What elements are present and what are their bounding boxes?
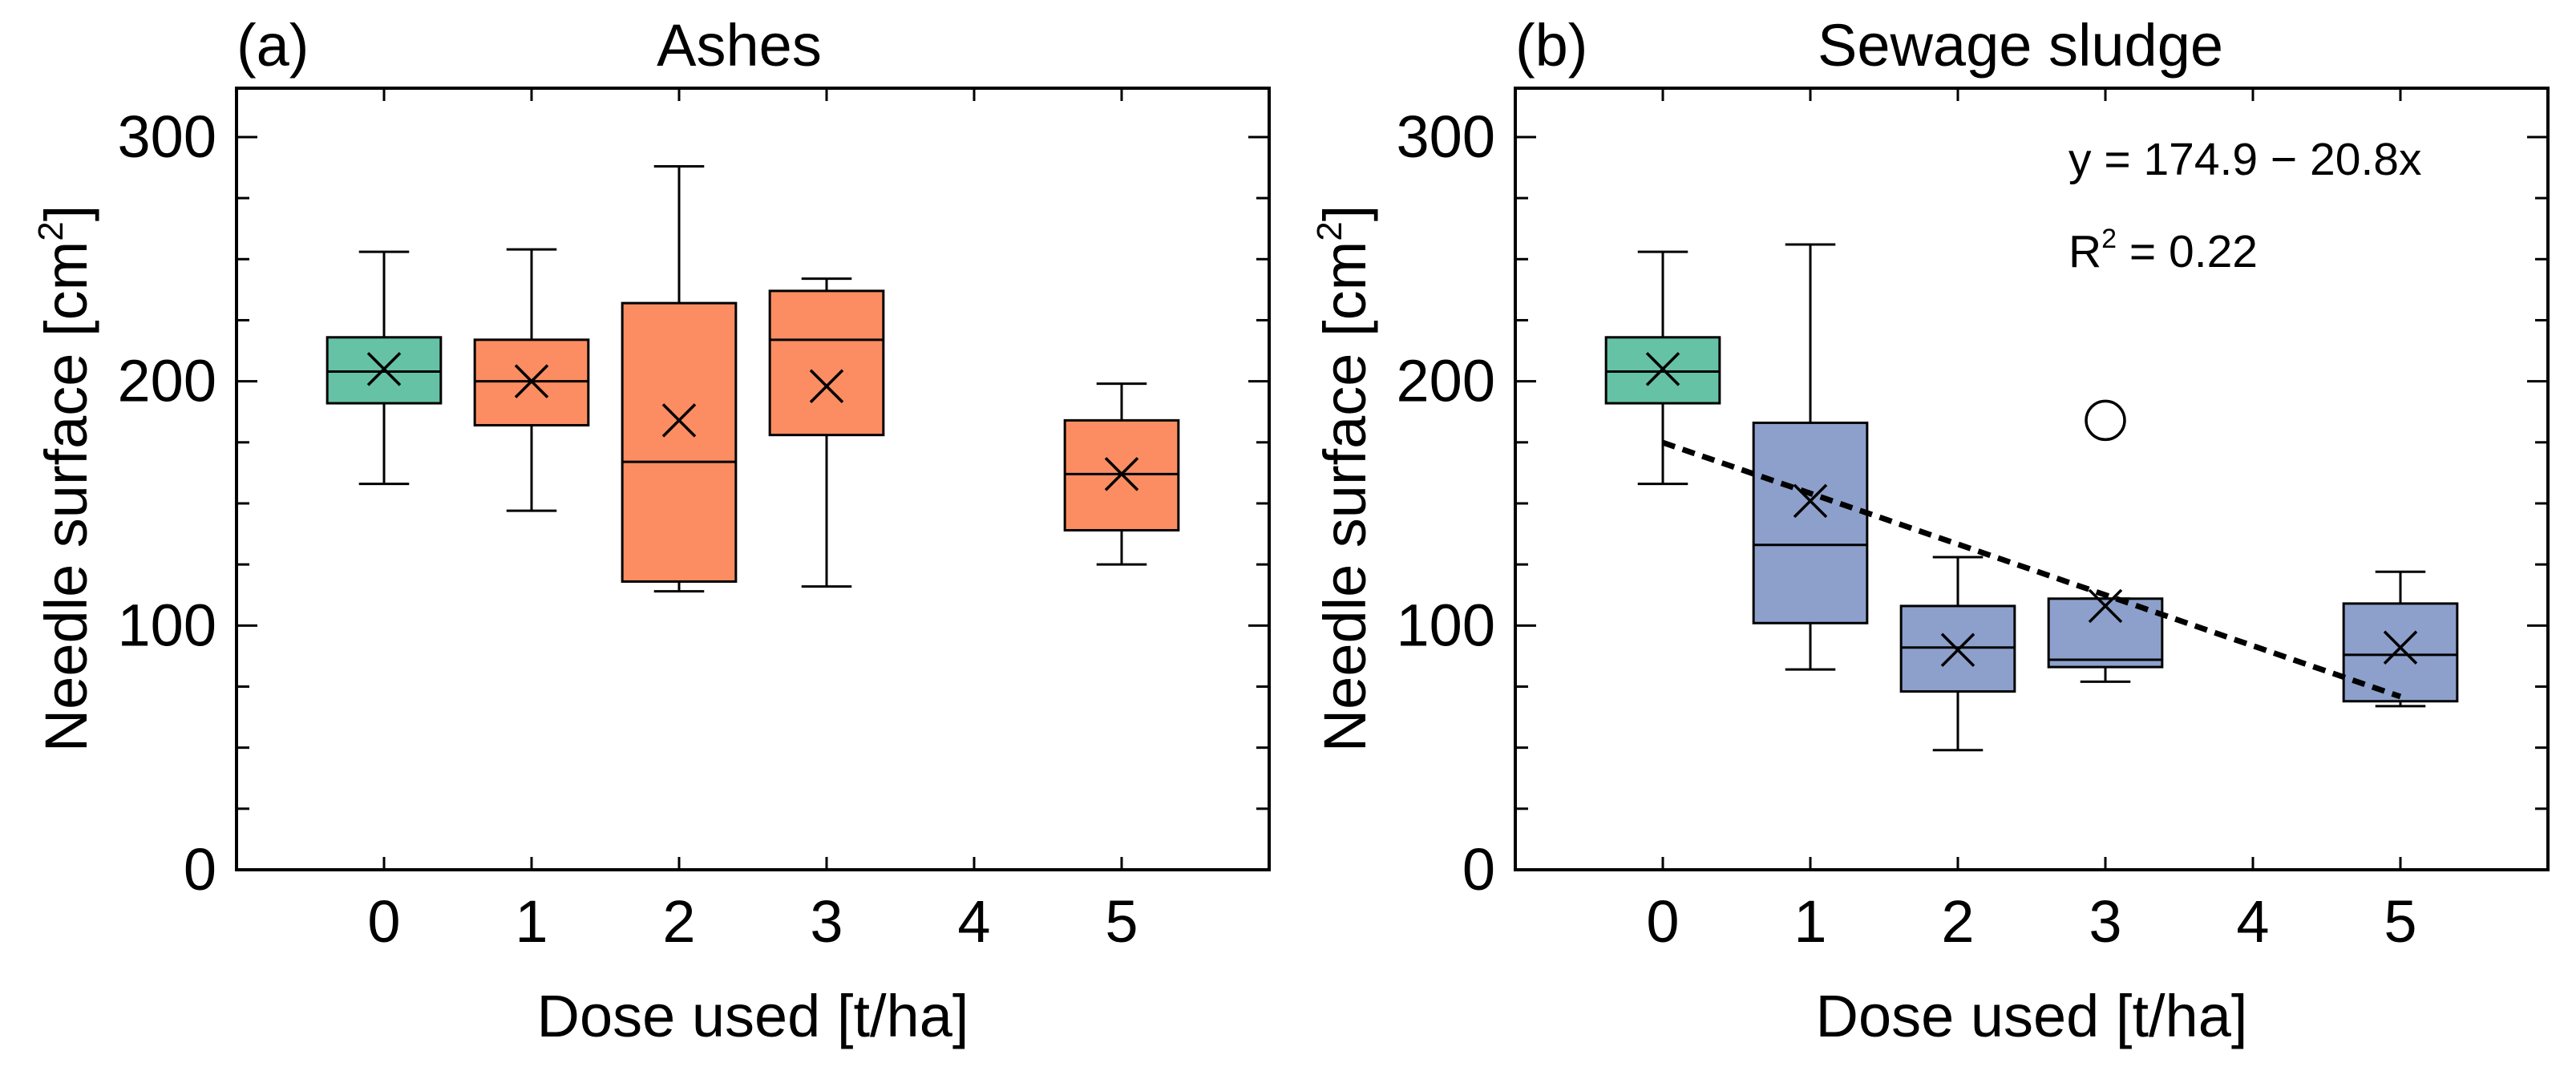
box-body bbox=[621, 301, 738, 583]
box-plot bbox=[1604, 250, 1721, 486]
box-plot bbox=[1899, 556, 2016, 752]
mean-marker bbox=[661, 403, 697, 438]
x-tick-label: 1 bbox=[1793, 888, 1826, 955]
x-tick-label: 4 bbox=[2236, 888, 2269, 955]
mean-marker bbox=[514, 364, 549, 398]
outlier-point bbox=[2085, 399, 2126, 442]
box-plot bbox=[768, 277, 885, 588]
box-plot bbox=[2342, 570, 2459, 708]
mean-marker bbox=[1104, 457, 1139, 491]
regression-line bbox=[1661, 439, 2402, 700]
mean-marker bbox=[2088, 588, 2123, 624]
x-axis-label: Dose used [t/ha] bbox=[537, 983, 969, 1049]
panel-label-a: (a) bbox=[237, 12, 309, 79]
x-tick-labels: 0 1 2 3 4 5 bbox=[367, 888, 1138, 955]
x-tick-label: 3 bbox=[810, 888, 843, 955]
x-tick-labels: 0 1 2 3 4 5 bbox=[1646, 888, 2416, 955]
box-plot bbox=[326, 250, 443, 486]
box-plot bbox=[1063, 382, 1180, 566]
x-tick-label: 3 bbox=[2089, 888, 2121, 955]
mean-marker bbox=[809, 369, 844, 403]
x-tick-label: 1 bbox=[515, 888, 548, 955]
x-tick-label: 5 bbox=[1105, 888, 1138, 955]
mean-marker bbox=[1940, 632, 1975, 668]
box-plot bbox=[1752, 243, 1869, 671]
panel-label-b: (b) bbox=[1515, 12, 1587, 79]
chart-title-sewage-sludge: Sewage sludge bbox=[1818, 12, 2223, 79]
box-plot bbox=[621, 165, 738, 593]
box-body bbox=[2342, 602, 2459, 703]
y-tick-label: 100 bbox=[1397, 592, 1495, 658]
y-tick-label: 200 bbox=[118, 348, 216, 414]
regression-equation: y = 174.9 − 20.8x bbox=[2068, 134, 2422, 185]
axis-ticks bbox=[1515, 88, 2548, 870]
box-series bbox=[326, 165, 1180, 593]
regression-line-segment bbox=[1661, 439, 2402, 700]
box-plot bbox=[2047, 588, 2164, 683]
y-tick-label: 100 bbox=[118, 592, 216, 658]
y-tick-label: 0 bbox=[184, 836, 216, 903]
mean-marker bbox=[1645, 352, 1680, 386]
y-tick-labels: 0 100 200 300 bbox=[1397, 103, 1495, 903]
y-axis-label: Needle surface [cm2] bbox=[31, 205, 99, 753]
y-tick-label: 200 bbox=[1397, 348, 1495, 414]
plot-frame bbox=[235, 87, 1271, 871]
axis-ticks bbox=[237, 88, 1269, 870]
y-axis-label: Needle surface [cm2] bbox=[1310, 205, 1378, 753]
r-squared-label: R2 = 0.22 bbox=[2068, 224, 2258, 277]
box-plot bbox=[473, 248, 590, 512]
box-body bbox=[768, 289, 885, 437]
y-tick-label: 300 bbox=[118, 103, 216, 170]
x-tick-label: 2 bbox=[1941, 888, 1974, 955]
panel-ashes: (a) Ashes 0 100 200 300 0 1 2 3 4 5 Dose used [t… bbox=[31, 12, 1271, 1049]
y-tick-label: 300 bbox=[1397, 103, 1495, 170]
y-tick-label: 0 bbox=[1462, 836, 1495, 903]
x-tick-label: 0 bbox=[367, 888, 400, 955]
box-body bbox=[1752, 421, 1869, 624]
mean-marker bbox=[2383, 630, 2418, 665]
x-tick-label: 2 bbox=[662, 888, 695, 955]
mean-marker bbox=[366, 352, 402, 386]
mean-marker bbox=[1793, 483, 1828, 519]
chart-title-ashes: Ashes bbox=[657, 12, 822, 79]
box-series bbox=[1604, 243, 2459, 752]
x-tick-label: 0 bbox=[1646, 888, 1679, 955]
panel-sewage-sludge: (b) Sewage sludge 0 100 200 300 0 1 2 3 4 5 y = … bbox=[1310, 12, 2550, 1049]
x-axis-label: Dose used [t/ha] bbox=[1816, 983, 2248, 1049]
y-tick-labels: 0 100 200 300 bbox=[118, 103, 216, 903]
x-tick-label: 4 bbox=[957, 888, 990, 955]
plot-frame bbox=[1514, 87, 2550, 871]
x-tick-label: 5 bbox=[2384, 888, 2416, 955]
